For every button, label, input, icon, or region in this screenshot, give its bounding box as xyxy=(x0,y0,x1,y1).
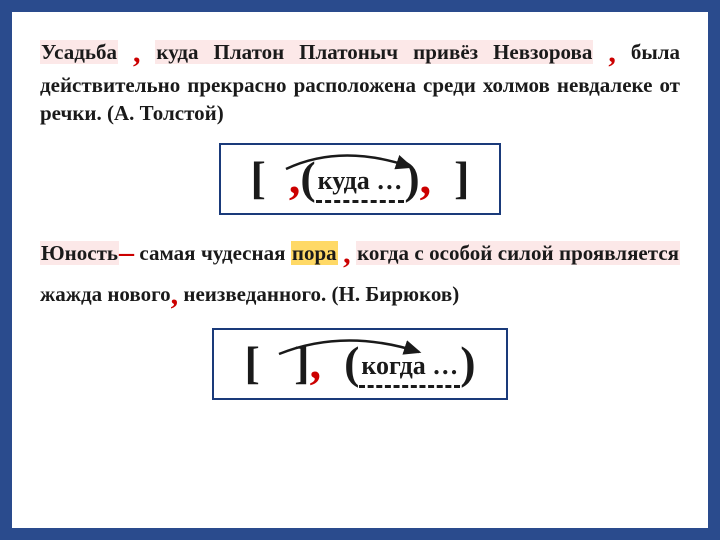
close-bracket-2: ] xyxy=(294,337,309,388)
red-comma-4: , xyxy=(171,278,179,311)
close-paren: ) xyxy=(404,152,419,203)
rest-2a: жажда нового xyxy=(40,282,171,306)
schema-comma-3: , xyxy=(310,337,322,388)
highlight-clause-1: куда Платон Платоныч привёз Невзорова xyxy=(155,40,593,64)
schema-dots: … xyxy=(370,166,403,195)
close-bracket: ] xyxy=(454,152,469,203)
highlight-yellow: пора xyxy=(291,241,338,265)
schema-dots-2: … xyxy=(426,351,459,380)
schema-1-text: [ ,(куда …), ] xyxy=(251,152,470,203)
close-paren-2: ) xyxy=(460,337,475,388)
schema-box-2: [ ], (когда …) xyxy=(212,328,507,400)
open-bracket-2: [ xyxy=(244,337,259,388)
schema-comma: , xyxy=(289,152,301,203)
schema-2-wrap: [ ], (когда …) xyxy=(40,322,680,416)
rest-2b: неизведанного. (Н. Бирюков) xyxy=(178,282,459,306)
schema-2-text: [ ], (когда …) xyxy=(244,337,475,388)
red-dash: – xyxy=(119,236,134,269)
highlight-word-1: Усадьба xyxy=(40,40,118,64)
schema-word-2: когда xyxy=(361,351,425,380)
schema-word: куда xyxy=(318,166,370,195)
red-comma-1: , xyxy=(133,36,141,69)
schema-box-1: [ ,(куда …), ] xyxy=(219,143,502,215)
open-paren: ( xyxy=(300,152,315,203)
open-bracket: [ xyxy=(251,152,266,203)
red-comma-3: , xyxy=(343,237,351,270)
highlight-word-2: Юность xyxy=(40,241,119,265)
red-comma-2: , xyxy=(608,36,616,69)
paragraph-2: Юность– самая чудесная пора , когда с ос… xyxy=(40,231,680,312)
mid-text: самая чудесная xyxy=(134,241,291,265)
open-paren-2: ( xyxy=(344,337,359,388)
slide-content: Усадьба , куда Платон Платоныч привёз Не… xyxy=(12,12,708,528)
schema-1-wrap: [ ,(куда …), ] xyxy=(40,137,680,231)
schema-comma-2: , xyxy=(420,152,432,203)
highlight-clause-2: когда с особой силой проявляется xyxy=(356,241,680,265)
paragraph-1: Усадьба , куда Платон Платоныч привёз Не… xyxy=(40,30,680,127)
